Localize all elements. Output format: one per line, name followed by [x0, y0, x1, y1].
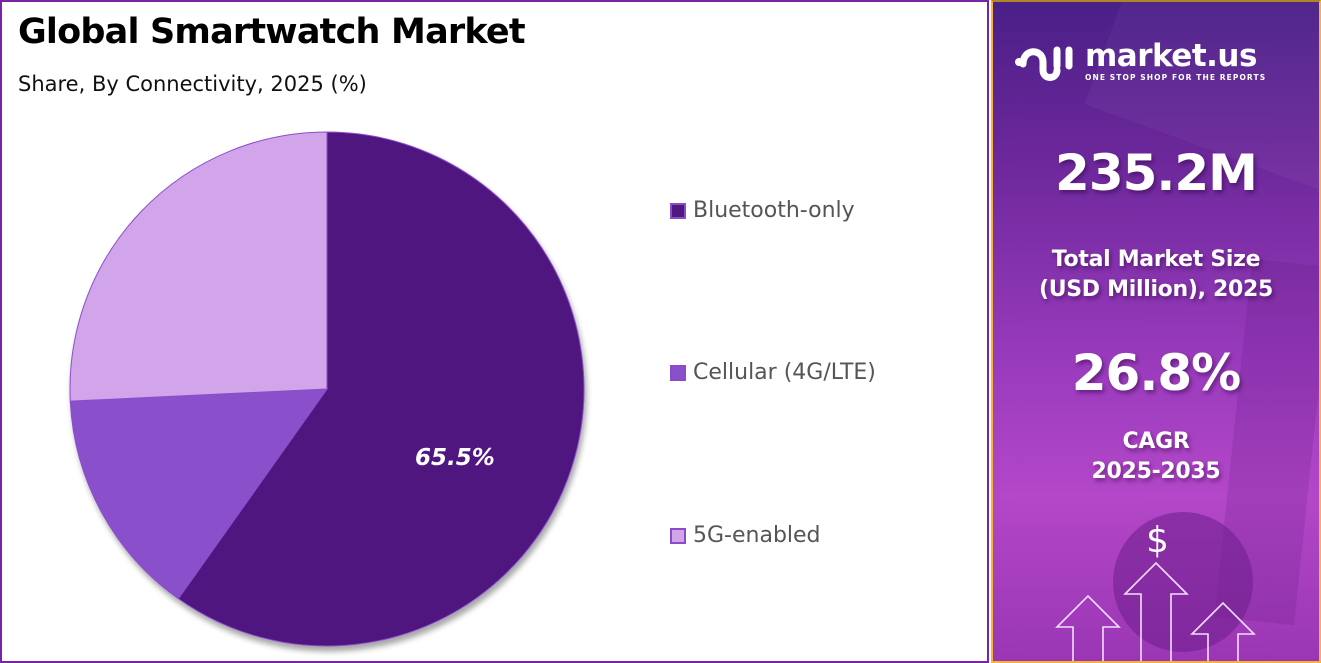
brand-name: market.us	[1085, 37, 1257, 74]
legend-swatch-5g	[670, 527, 686, 544]
legend-label: Bluetooth-only	[693, 198, 855, 223]
slice-bluetooth	[177, 131, 585, 647]
legend-item-bluetooth: Bluetooth-only	[670, 198, 855, 223]
legend-item-5g: 5G-enabled	[670, 523, 821, 548]
summary-sidebar: market.us ONE STOP SHOP FOR THE REPORTS …	[991, 0, 1321, 663]
chart-panel: Global Smartwatch Market Share, By Conne…	[0, 0, 989, 663]
dollar-icon: $	[1146, 520, 1169, 561]
brand-logo: market.us ONE STOP SHOP FOR THE REPORTS	[1013, 40, 1266, 82]
legend-label: Cellular (4G/LTE)	[693, 360, 876, 385]
growth-arrows-icon	[1055, 561, 1256, 661]
legend-label: 5G-enabled	[693, 523, 821, 548]
market-size-value: 235.2M	[1055, 144, 1258, 202]
brand-tagline: ONE STOP SHOP FOR THE REPORTS	[1085, 72, 1267, 82]
market-size-caption-line2: (USD Million), 2025	[1038, 277, 1274, 302]
market-size-caption-line1: Total Market Size	[1051, 247, 1261, 272]
legend-swatch-cellular	[670, 364, 686, 381]
legend-swatch-bluetooth	[670, 202, 686, 219]
legend-item-cellular: Cellular (4G/LTE)	[670, 360, 876, 385]
cagr-value: 26.8%	[1071, 344, 1241, 402]
slice-cellular	[69, 388, 329, 600]
pie-chart	[69, 131, 585, 647]
chart-subtitle: Share, By Connectivity, 2025 (%)	[18, 72, 367, 96]
market-us-logo-icon	[1015, 46, 1073, 81]
chart-title: Global Smartwatch Market	[18, 12, 526, 52]
cagr-caption-line1: CAGR	[1122, 429, 1190, 454]
slice-5g	[69, 131, 328, 402]
cagr-caption-line2: 2025-2035	[1091, 459, 1221, 484]
slice-label-bluetooth: 65.5%	[415, 445, 495, 471]
